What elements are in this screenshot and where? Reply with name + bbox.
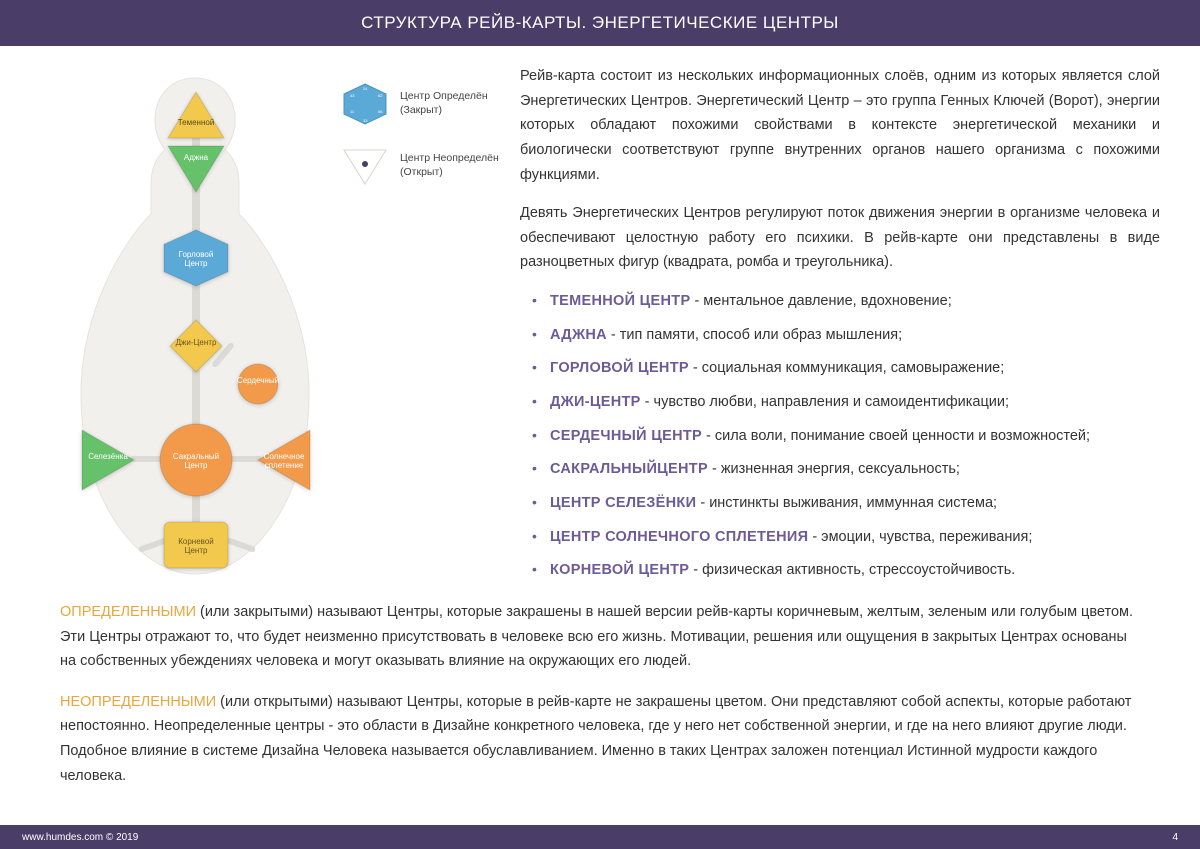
svg-text:33: 33 (363, 118, 368, 123)
header-title: СТРУКТУРА РЕЙВ-КАРТЫ. ЭНЕРГЕТИЧЕСКИЕ ЦЕН… (361, 13, 839, 33)
svg-text:43: 43 (350, 93, 355, 98)
diagram-column: ТеменнойАджна Горловой Центр Джи-Центр Серд… (40, 64, 500, 584)
undefined-text: (или открытыми) называют Центры, которые… (60, 694, 1131, 784)
center-name: ЦЕНТР СОЛНЕЧНОГО СПЛЕТЕНИЯ (550, 529, 808, 545)
list-item: СЕРДЕЧНЫЙ ЦЕНТР - сила воли, понимание с… (538, 424, 1160, 449)
svg-text:24: 24 (363, 86, 368, 91)
center-g: Джи-Центр (168, 318, 224, 374)
center-desc: - сила воли, понимание своей ценности и … (702, 428, 1090, 444)
center-heart: Сердечный (236, 362, 280, 406)
center-name: СЕРДЕЧНЫЙ ЦЕНТР (550, 428, 702, 444)
center-desc: - социальная коммуникация, самовыражение… (689, 360, 1004, 376)
page-header: СТРУКТУРА РЕЙВ-КАРТЫ. ЭНЕРГЕТИЧЕСКИЕ ЦЕН… (0, 0, 1200, 46)
svg-text:56: 56 (378, 109, 383, 114)
centers-list: ТЕМЕННОЙ ЦЕНТР - ментальное давление, вд… (520, 289, 1160, 583)
center-root: Корневой Центр (162, 520, 230, 570)
intro-p2: Девять Энергетических Центров регулируют… (520, 201, 1160, 275)
center-head: Теменной (166, 90, 226, 140)
center-solar: Солнечное сплетение (256, 428, 312, 492)
center-spleen: Селезёнка (80, 428, 136, 492)
legend-undefined: Центр Неопределён (Открыт) (340, 144, 505, 188)
center-throat: Горловой Центр (162, 228, 230, 288)
center-sacral: Сакральный Центр (158, 422, 234, 498)
legend: 244362 115633 Центр Определён (Закрыт) Ц… (340, 82, 505, 206)
center-ajna: Аджна (166, 144, 226, 194)
legend-defined-label: Центр Определён (Закрыт) (400, 90, 488, 117)
page-footer: www.humdes.com © 2019 4 (0, 825, 1200, 849)
list-item: ГОРЛОВОЙ ЦЕНТР - социальная коммуникация… (538, 356, 1160, 381)
center-name: АДЖНА (550, 327, 607, 343)
hexagon-icon: 244362 115633 (340, 82, 390, 126)
text-column: Рейв-карта состоит из нескольких информа… (520, 64, 1160, 592)
defined-text: (или закрытыми) называют Центры, которые… (60, 604, 1133, 669)
list-item: АДЖНА - тип памяти, способ или образ мыш… (538, 323, 1160, 348)
legend-undefined-label: Центр Неопределён (Открыт) (400, 152, 499, 179)
footer-left: www.humdes.com © 2019 (22, 832, 138, 843)
center-name: ГОРЛОВОЙ ЦЕНТР (550, 360, 689, 376)
triangle-icon (340, 144, 390, 188)
bodygraph: ТеменнойАджна Горловой Центр Джи-Центр Серд… (50, 72, 340, 582)
defined-label: ОПРЕДЕЛЕННЫМИ (60, 604, 196, 620)
list-item: САКРАЛЬНЫЙЦЕНТР - жизненная энергия, сек… (538, 457, 1160, 482)
list-item: ТЕМЕННОЙ ЦЕНТР - ментальное давление, вд… (538, 289, 1160, 314)
undefined-label: НЕОПРЕДЕЛЕННЫМИ (60, 694, 216, 710)
legend-defined: 244362 115633 Центр Определён (Закрыт) (340, 82, 505, 126)
center-desc: - физическая активность, стрессоустойчив… (689, 562, 1015, 578)
defined-paragraph: ОПРЕДЕЛЕННЫМИ (или закрытыми) называют Ц… (60, 600, 1140, 674)
center-desc: - жизненная энергия, сексуальность; (708, 461, 960, 477)
center-name: ТЕМЕННОЙ ЦЕНТР (550, 293, 690, 309)
list-item: ЦЕНТР СОЛНЕЧНОГО СПЛЕТЕНИЯ - эмоции, чув… (538, 525, 1160, 550)
list-item: ЦЕНТР СЕЛЕЗЁНКИ - инстинкты выживания, и… (538, 491, 1160, 516)
svg-text:62: 62 (378, 93, 383, 98)
list-item: ДЖИ-ЦЕНТР - чувство любви, направления и… (538, 390, 1160, 415)
center-desc: - тип памяти, способ или образ мышления; (607, 327, 902, 343)
center-name: ЦЕНТР СЕЛЕЗЁНКИ (550, 495, 696, 511)
footer-page-number: 4 (1172, 832, 1178, 843)
intro-p1: Рейв-карта состоит из нескольких информа… (520, 64, 1160, 187)
center-desc: - чувство любви, направления и самоидент… (641, 394, 1009, 410)
center-name: КОРНЕВОЙ ЦЕНТР (550, 562, 689, 578)
center-desc: - эмоции, чувства, переживания; (808, 529, 1032, 545)
center-desc: - инстинкты выживания, иммунная система; (696, 495, 997, 511)
center-desc: - ментальное давление, вдохновение; (690, 293, 951, 309)
bottom-section: ОПРЕДЕЛЕННЫМИ (или закрытыми) называют Ц… (0, 592, 1200, 788)
center-name: ДЖИ-ЦЕНТР (550, 394, 641, 410)
undefined-paragraph: НЕОПРЕДЕЛЕННЫМИ (или открытыми) называют… (60, 690, 1140, 789)
main-content: ТеменнойАджна Горловой Центр Джи-Центр Серд… (0, 46, 1200, 592)
center-name: САКРАЛЬНЫЙЦЕНТР (550, 461, 708, 477)
list-item: КОРНЕВОЙ ЦЕНТР - физическая активность, … (538, 558, 1160, 583)
channel (192, 368, 200, 428)
